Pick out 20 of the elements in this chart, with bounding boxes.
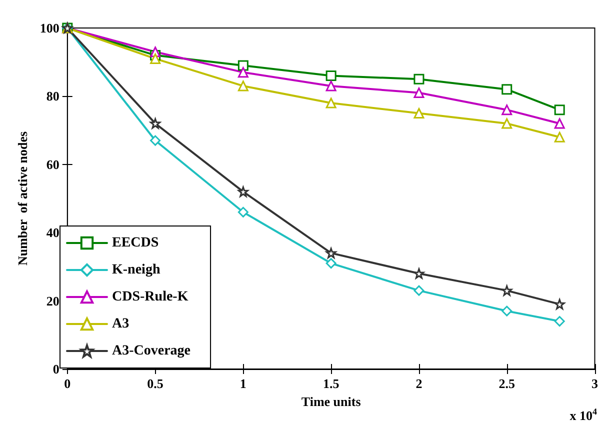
x-tick-label: 2.5 (498, 376, 516, 391)
x-tick-label: 1 (240, 376, 246, 391)
x-tick-label: 0 (64, 376, 71, 391)
legend-label: A3-Coverage (112, 344, 191, 358)
y-tick-label: 60 (46, 156, 60, 172)
y-tick-label: 0 (52, 362, 60, 376)
legend-label: CDS-Rule-K (112, 290, 188, 304)
x-tick-label: 0.5 (147, 376, 164, 391)
x-tick-label: 1.5 (322, 376, 340, 391)
y-axis-title: Number of active nodes (15, 131, 30, 266)
y-tick-label: 100 (40, 20, 60, 36)
legend-label: K-neigh (112, 262, 160, 278)
legend-label: EECDS (112, 236, 159, 250)
x-tick-label: 3 (592, 376, 598, 391)
y-tick-label: 80 (46, 88, 60, 104)
y-tick-label: 40 (46, 225, 60, 240)
x-tick-label: 2 (416, 376, 422, 391)
y-tick-label: 20 (46, 293, 60, 308)
legend-label: A3 (112, 316, 130, 332)
x-axis-title: Time units (301, 394, 361, 409)
